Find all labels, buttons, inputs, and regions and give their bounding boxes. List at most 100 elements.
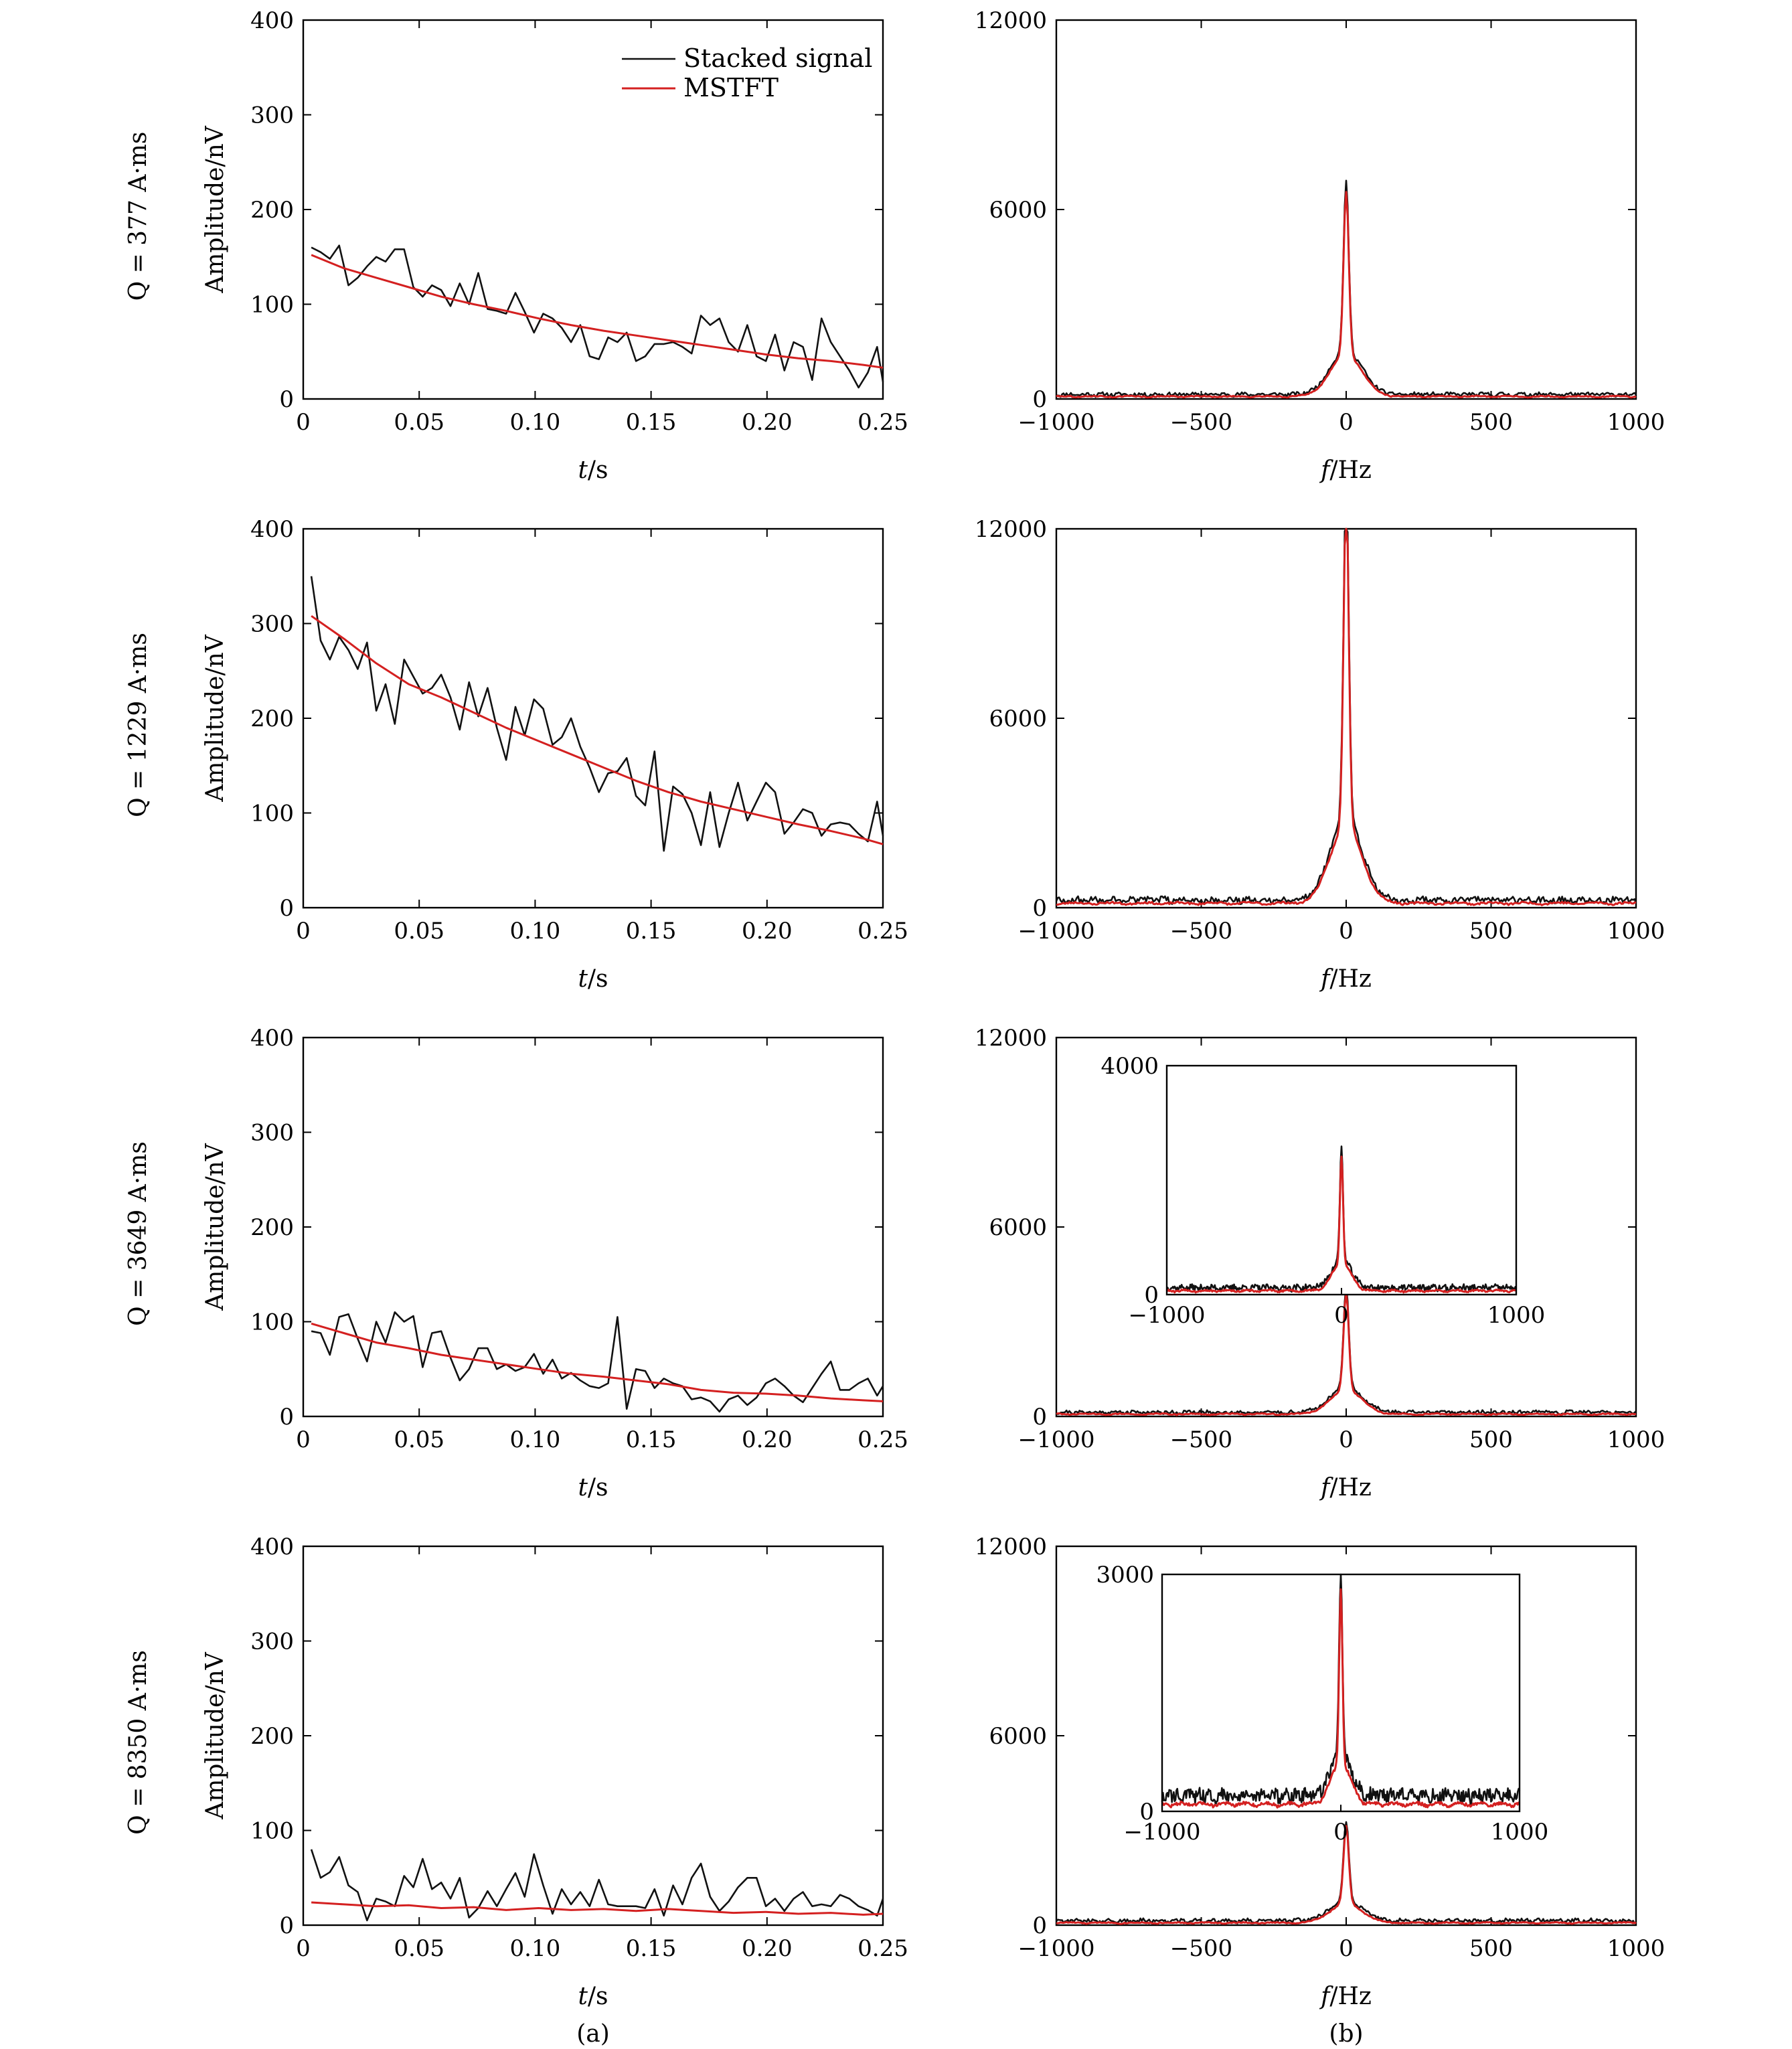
y-tick-label: 100 — [250, 801, 294, 827]
x-tick-label: −1000 — [1017, 918, 1094, 945]
y-axis-label: Amplitude/nV — [201, 1651, 229, 1820]
x-tick-label: −1000 — [1017, 409, 1094, 436]
x-tick-label: 0 — [296, 1426, 311, 1453]
x-tick-label: 0.25 — [858, 918, 908, 945]
x-axis-label: f/Hz — [1319, 457, 1372, 484]
inset-x-tick-label: −1000 — [1123, 1819, 1200, 1846]
series-line-mstft — [311, 1901, 884, 1916]
series-line-mstft — [1056, 527, 1637, 906]
x-tick-label: 0.25 — [858, 1426, 908, 1453]
series-line-stacked-signal — [1056, 1821, 1637, 1924]
x-tick-label: −500 — [1170, 918, 1232, 945]
inset-background — [1167, 1066, 1516, 1295]
x-axis-label: f/Hz — [1319, 1983, 1372, 2010]
x-tick-label: 0.05 — [394, 1426, 444, 1453]
y-tick-label: 200 — [250, 197, 294, 224]
series-line-mstft — [1056, 1825, 1637, 1925]
x-tick-label: 0.10 — [510, 1426, 561, 1453]
x-axis-label: t/s — [578, 1474, 608, 1501]
y-tick-label: 200 — [250, 1723, 294, 1750]
plot-frame — [302, 1036, 884, 1418]
x-tick-label: 0.20 — [742, 1935, 793, 1962]
time-panel-row-1: 0 0.05 0.10 0.15 0.20 0.25 0 100 200 300 400 t/s Amp… — [125, 7, 908, 484]
y-tick-label: 6000 — [989, 706, 1047, 732]
x-tick-label: 0.15 — [626, 918, 677, 945]
x-tick-label: 1000 — [1607, 1426, 1665, 1453]
plot-frame — [302, 1545, 884, 1927]
inset-y-tick-label: 0 — [1144, 1282, 1159, 1309]
x-tick-label: 0 — [1339, 1935, 1354, 1962]
x-tick-label: 500 — [1469, 918, 1513, 945]
x-tick-label: 0.20 — [742, 1426, 793, 1453]
y-tick-label: 12000 — [975, 7, 1047, 34]
y-tick-label: 400 — [250, 7, 294, 34]
x-tick-label: 500 — [1469, 1426, 1513, 1453]
x-tick-label: 0 — [1339, 918, 1354, 945]
x-tick-label: 0.10 — [510, 409, 561, 436]
x-tick-label: 0.05 — [394, 1935, 444, 1962]
x-tick-label: 1000 — [1607, 918, 1665, 945]
legend-label-stacked: Stacked signal — [683, 44, 872, 73]
x-tick-label: 0 — [296, 1935, 311, 1962]
y-tick-label: 400 — [250, 1534, 294, 1560]
row-label: Q = 3649 A·ms — [125, 1141, 152, 1326]
y-tick-label: 400 — [250, 1025, 294, 1052]
row-label: Q = 1229 A·ms — [125, 633, 152, 817]
series-line-mstft — [1056, 191, 1637, 399]
y-tick-label: 100 — [250, 1818, 294, 1845]
x-tick-label: −1000 — [1017, 1426, 1094, 1453]
inset-x-tick-label: −1000 — [1128, 1302, 1205, 1329]
x-tick-label: 0.10 — [510, 918, 561, 945]
y-tick-label: 0 — [1032, 1912, 1047, 1939]
y-tick-label: 0 — [1032, 895, 1047, 922]
series-line-stacked-signal — [310, 576, 884, 852]
x-tick-label: 0 — [296, 918, 311, 945]
x-tick-label: 0.25 — [858, 409, 908, 436]
x-tick-label: 0.25 — [858, 1935, 908, 1962]
spectrum-panel-row-2: −1000 −500 0 500 1000 0 6000 12000 f/Hz — [975, 516, 1665, 993]
plot-frame — [302, 527, 884, 909]
y-axis-label: Amplitude/nV — [201, 125, 229, 294]
x-tick-label: 1000 — [1607, 409, 1665, 436]
y-tick-label: 12000 — [975, 1025, 1047, 1052]
x-tick-label: 1000 — [1607, 1935, 1665, 1962]
y-tick-label: 0 — [1032, 1404, 1047, 1430]
plot-frame — [1055, 527, 1637, 909]
inset-y-tick-label: 3000 — [1096, 1562, 1154, 1588]
series-line-stacked-signal — [310, 1849, 884, 1922]
inset-x-tick-label: 1000 — [1491, 1819, 1549, 1846]
y-tick-label: 0 — [279, 1404, 294, 1430]
plot-frame — [1055, 19, 1637, 400]
y-tick-label: 6000 — [989, 1214, 1047, 1241]
spectrum-panel-row-1: −1000 −500 0 500 1000 0 6000 12000 f/Hz — [975, 7, 1665, 484]
series-line-mstft — [1161, 1588, 1521, 1809]
inset-x-tick-label: 0 — [1334, 1302, 1349, 1329]
y-tick-label: 6000 — [989, 1723, 1047, 1750]
x-tick-label: −1000 — [1017, 1935, 1094, 1962]
x-tick-label: 0 — [296, 409, 311, 436]
x-tick-label: 0.20 — [742, 918, 793, 945]
x-tick-label: −500 — [1170, 409, 1232, 436]
y-tick-label: 6000 — [989, 197, 1047, 224]
y-axis-label: Amplitude/nV — [201, 634, 229, 803]
panel-label-a: (a) — [576, 2020, 610, 2048]
y-tick-label: 300 — [250, 102, 294, 129]
x-axis-label: t/s — [578, 457, 608, 484]
x-tick-label: 0.05 — [394, 409, 444, 436]
series-line-mstft — [311, 1322, 884, 1402]
x-tick-label: 0.05 — [394, 918, 444, 945]
time-panel-row-3: 0 0.05 0.10 0.15 0.20 0.25 0 100 200 300 400 t/s Amp… — [125, 1025, 908, 1501]
row-label: Q = 377 A·ms — [125, 132, 152, 301]
y-tick-label: 0 — [1032, 386, 1047, 413]
x-axis-label: f/Hz — [1319, 965, 1372, 993]
x-tick-label: 0.15 — [626, 409, 677, 436]
y-tick-label: 200 — [250, 1214, 294, 1241]
inset-x-tick-label: 1000 — [1487, 1302, 1546, 1329]
y-tick-label: 300 — [250, 611, 294, 638]
x-tick-label: −500 — [1170, 1426, 1232, 1453]
inset-x-tick-label: 0 — [1333, 1819, 1348, 1846]
y-tick-label: 200 — [250, 706, 294, 732]
